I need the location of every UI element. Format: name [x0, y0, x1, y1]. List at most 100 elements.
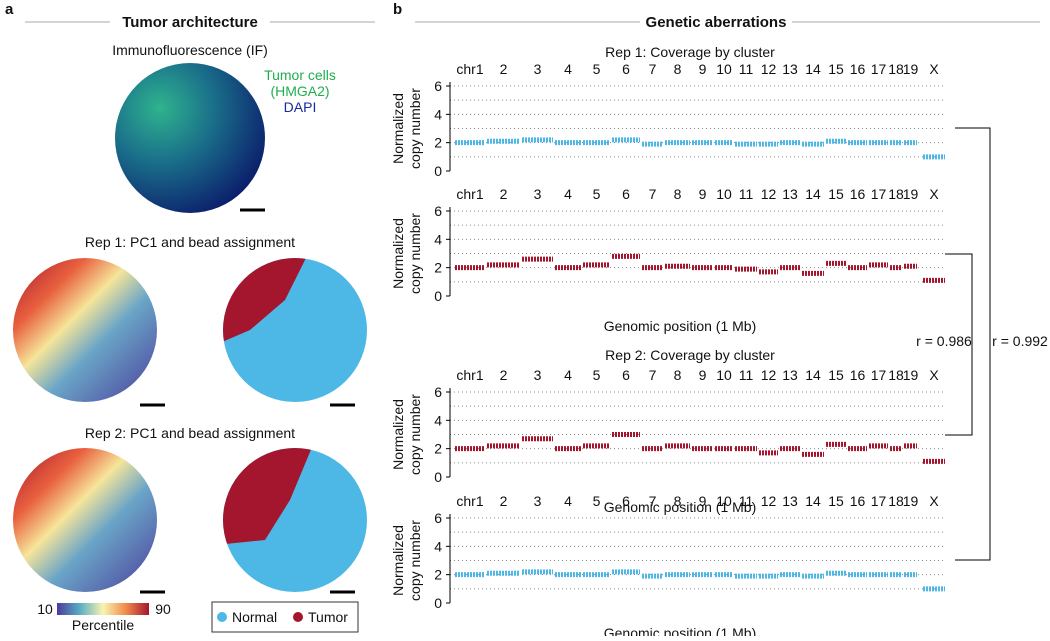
legend-marker	[217, 612, 227, 622]
chromosome-label: 15	[828, 367, 844, 383]
chromosome-label: 16	[850, 493, 866, 509]
chromosome-label: 4	[564, 61, 572, 77]
bracket	[955, 127, 991, 561]
chromosome-label: 8	[674, 186, 682, 202]
chromosome-label: 17	[871, 186, 887, 202]
y-tick-label: 6	[434, 78, 442, 94]
chromosome-label: X	[929, 61, 939, 77]
chromosome-label: X	[929, 367, 939, 383]
y-tick-label: 2	[434, 260, 442, 276]
chromosome-label: 19	[903, 367, 919, 383]
chromosome-label: chr1	[456, 61, 483, 77]
chromosome-label: 2	[500, 493, 508, 509]
y-axis-label: Normalized	[390, 218, 406, 289]
chromosome-label: 14	[805, 493, 821, 509]
chromosome-label: 18	[888, 61, 904, 77]
y-tick-label: 0	[434, 288, 442, 304]
chromosome-label: 4	[564, 367, 572, 383]
chromosome-label: 16	[850, 186, 866, 202]
if-title: Immunofluorescence (IF)	[112, 42, 268, 58]
legend: Normal Tumor	[217, 609, 348, 625]
y-tick-label: 0	[434, 595, 442, 611]
chromosome-label: 12	[761, 186, 777, 202]
chromosome-label: 15	[828, 493, 844, 509]
chromosome-label: 5	[593, 367, 601, 383]
chromosome-label: X	[929, 493, 939, 509]
chromosome-label: 3	[534, 493, 542, 509]
chromosome-label: 6	[622, 61, 630, 77]
chromosome-label: 4	[564, 493, 572, 509]
chromosome-label: 14	[805, 61, 821, 77]
chromosome-label: 5	[593, 493, 601, 509]
chromosome-label: 9	[699, 493, 707, 509]
chromosome-label: 10	[716, 186, 732, 202]
y-tick-label: 2	[434, 567, 442, 583]
y-tick-label: 4	[434, 231, 442, 247]
if-label: (HMGA2)	[270, 83, 329, 99]
chromosome-label: 13	[782, 493, 798, 509]
pc1-map	[13, 448, 157, 592]
chromosome-label: 9	[699, 367, 707, 383]
if-label: Tumor cells	[264, 67, 336, 83]
x-axis-label: Genomic position (1 Mb)	[604, 499, 757, 515]
y-tick-label: 0	[434, 469, 442, 485]
if-image	[115, 63, 265, 213]
chromosome-label: 8	[674, 493, 682, 509]
chromosome-label: 13	[782, 186, 798, 202]
y-tick-label: 0	[434, 163, 442, 179]
chromosome-label: 9	[699, 61, 707, 77]
y-tick-label: 2	[434, 135, 442, 151]
chromosome-label: 18	[888, 367, 904, 383]
chromosome-label: 3	[534, 61, 542, 77]
chromosome-label: 12	[761, 367, 777, 383]
colorbar-min: 10	[37, 601, 53, 617]
legend-label: Tumor	[308, 609, 348, 625]
y-tick-label: 4	[434, 538, 442, 554]
chromosome-label: 11	[739, 493, 754, 509]
y-axis-label: Normalized	[390, 525, 406, 596]
chromosome-label: 17	[871, 61, 887, 77]
chromosome-label: 7	[649, 367, 657, 383]
chromosome-label: 4	[564, 186, 572, 202]
y-tick-label: 6	[434, 203, 442, 219]
colorbar	[57, 603, 149, 615]
y-tick-label: 4	[434, 106, 442, 122]
chromosome-label: 5	[593, 61, 601, 77]
chromosome-label: 11	[739, 61, 754, 77]
panel-label: a	[5, 1, 14, 18]
legend-marker	[293, 612, 303, 622]
chromosome-label: 8	[674, 61, 682, 77]
chromosome-label: 7	[649, 186, 657, 202]
section-title: Rep 2: PC1 and bead assignment	[85, 425, 295, 441]
chromosome-label: chr1	[456, 493, 483, 509]
chromosome-label: 2	[500, 186, 508, 202]
pc1-map	[13, 258, 157, 402]
chromosome-label: 2	[500, 367, 508, 383]
y-axis-label: copy number	[407, 213, 423, 294]
y-axis-label: copy number	[407, 394, 423, 475]
y-tick-label: 4	[434, 412, 442, 428]
chromosome-label: 19	[903, 186, 919, 202]
chromosome-label: 12	[761, 61, 777, 77]
section-title: Rep 1: Coverage by cluster	[605, 44, 775, 60]
correlation: r = 0.986	[916, 333, 972, 349]
chromosome-label: 17	[871, 367, 887, 383]
chromosome-label: 11	[739, 186, 754, 202]
chromosome-label: 6	[622, 367, 630, 383]
section-title: Rep 2: Coverage by cluster	[605, 347, 775, 363]
y-tick-label: 2	[434, 441, 442, 457]
chromosome-label: 6	[622, 493, 630, 509]
chromosome-label: chr1	[456, 186, 483, 202]
chromosome-label: 7	[649, 61, 657, 77]
chromosome-label: 2	[500, 61, 508, 77]
chromosome-label: 18	[888, 493, 904, 509]
chromosome-label: 14	[805, 186, 821, 202]
colorbar-max: 90	[155, 601, 171, 617]
chromosome-label: 19	[903, 493, 919, 509]
chromosome-label: 9	[699, 186, 707, 202]
y-tick-label: 6	[434, 384, 442, 400]
y-tick-label: 6	[434, 510, 442, 526]
chromosome-label: 15	[828, 61, 844, 77]
chromosome-label: 3	[534, 186, 542, 202]
